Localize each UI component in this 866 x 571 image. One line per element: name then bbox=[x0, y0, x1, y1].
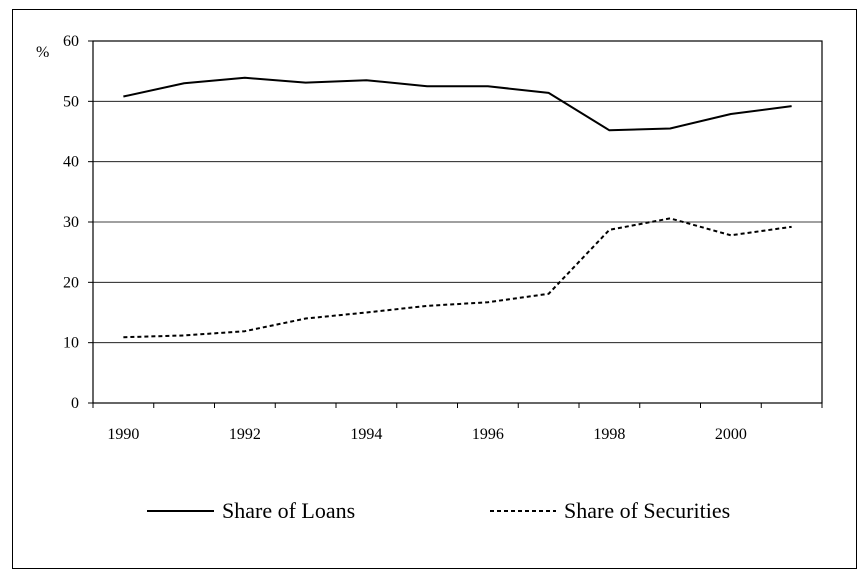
y-tick-label: 10 bbox=[63, 335, 79, 352]
x-tick-label: 1996 bbox=[472, 426, 504, 443]
y-tick-label: 0 bbox=[71, 395, 79, 412]
series-line-share-of-loans bbox=[123, 76, 792, 132]
legend: Share of Loans Share of Securities bbox=[147, 498, 730, 523]
x-tick-label: 1990 bbox=[107, 426, 139, 443]
y-tick-label: 60 bbox=[63, 33, 79, 50]
y-axis-ticks: 0 10 20 30 40 50 60 bbox=[63, 33, 93, 412]
legend-label: Share of Loans bbox=[222, 498, 355, 523]
x-tick-label: 2000 bbox=[715, 426, 747, 443]
y-tick-label: 20 bbox=[63, 274, 79, 291]
series-group bbox=[123, 76, 792, 339]
chart-frame bbox=[12, 9, 857, 569]
x-axis-ticks: 1990 1992 1994 1996 1998 2000 bbox=[92, 403, 823, 443]
x-tick-label: 1994 bbox=[350, 426, 382, 443]
y-tick-label: 40 bbox=[63, 154, 79, 171]
legend-label: Share of Securities bbox=[564, 498, 730, 523]
x-tick-label: 1992 bbox=[229, 426, 261, 443]
y-tick-label: 50 bbox=[63, 93, 79, 110]
series-line-share-of-securities bbox=[123, 217, 792, 339]
y-tick-label: 30 bbox=[63, 214, 79, 231]
y-axis-label: % bbox=[36, 44, 49, 61]
x-tick-label: 1998 bbox=[593, 426, 625, 443]
gridlines bbox=[93, 100, 822, 344]
